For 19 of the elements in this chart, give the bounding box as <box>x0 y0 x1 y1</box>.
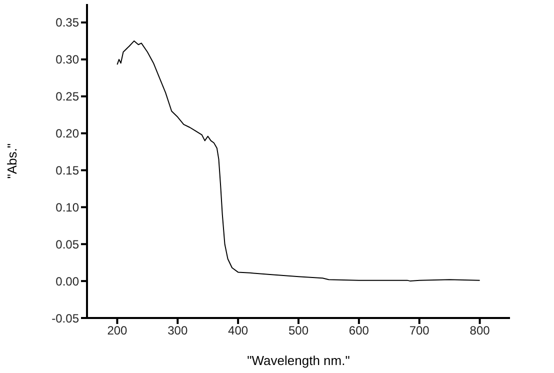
x-tick-label: 600 <box>348 324 370 338</box>
x-tick-label: 200 <box>107 324 128 338</box>
x-tick-label: 800 <box>470 324 490 338</box>
x-tick-label: 400 <box>228 324 248 338</box>
y-tick-label: 0.20 <box>56 126 80 141</box>
y-tick-label: 0.05 <box>56 237 80 252</box>
x-tick-label: 500 <box>288 324 309 338</box>
y-tick-label: 0.10 <box>56 200 80 214</box>
y-axis-title: "Abs." <box>4 143 20 179</box>
y-tick-label: 0.00 <box>56 274 80 288</box>
x-tick-label: 300 <box>168 324 188 338</box>
x-tick-label: 700 <box>409 324 430 338</box>
x-axis-title: "Wavelength nm." <box>247 353 350 368</box>
line-series <box>116 40 480 282</box>
y-tick-label: 0.35 <box>56 16 80 30</box>
y-tick-label: 0.25 <box>56 90 80 104</box>
y-tick-label: 0.30 <box>56 52 80 67</box>
y-tick-label: -0.05 <box>52 311 80 326</box>
y-tick-label: 0.15 <box>56 163 80 178</box>
